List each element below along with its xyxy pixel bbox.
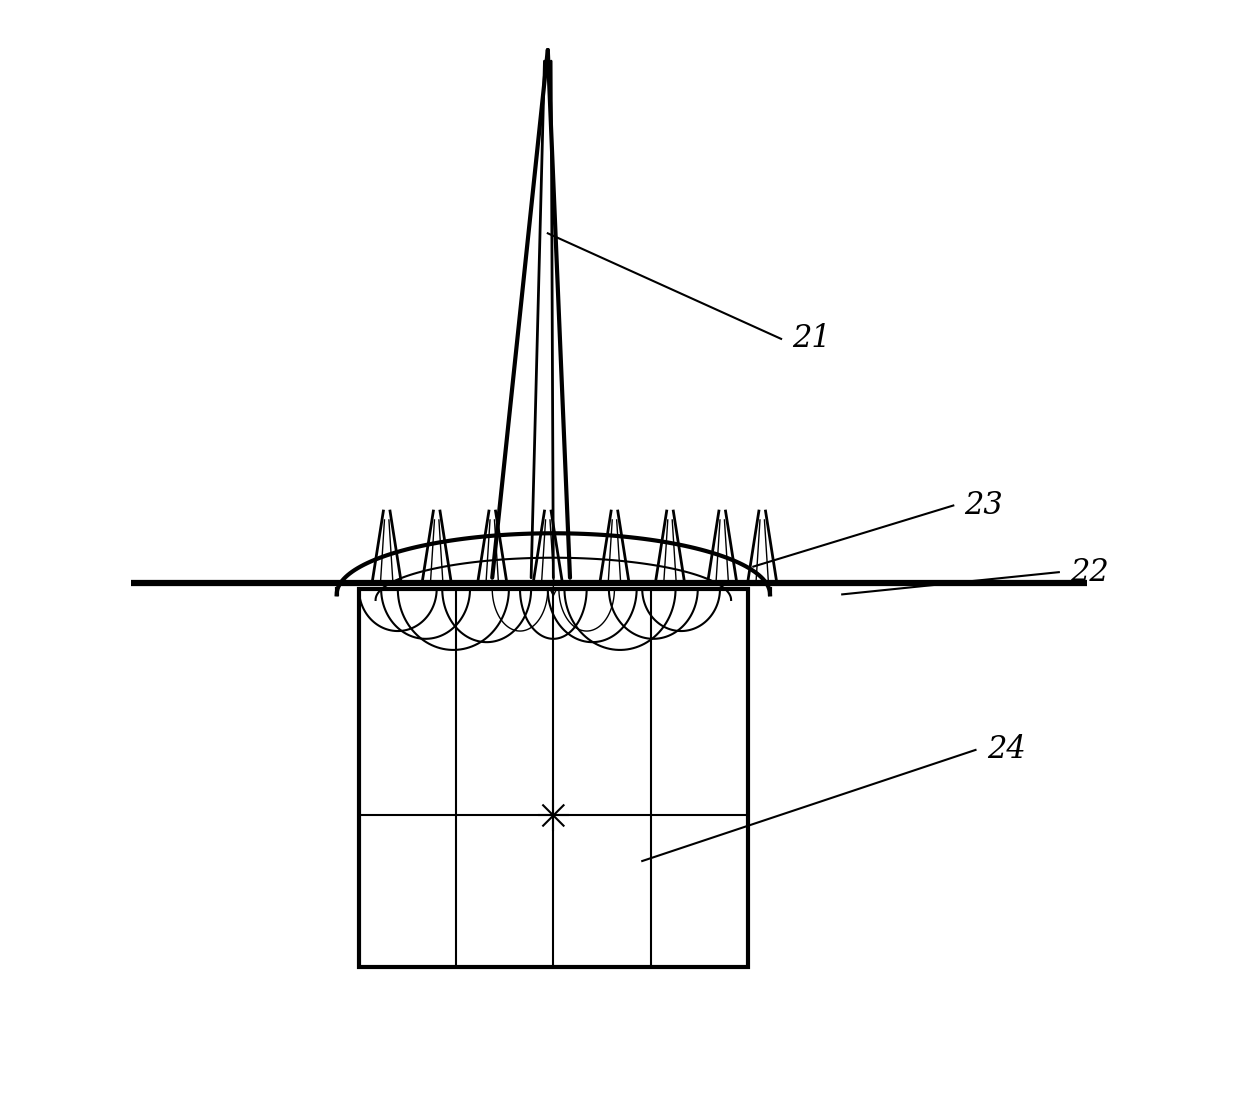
Bar [358,589,748,967]
Text: 22: 22 [1070,557,1109,588]
Text: 24: 24 [987,734,1025,765]
Text: 23: 23 [965,490,1003,521]
Text: 21: 21 [792,323,831,354]
